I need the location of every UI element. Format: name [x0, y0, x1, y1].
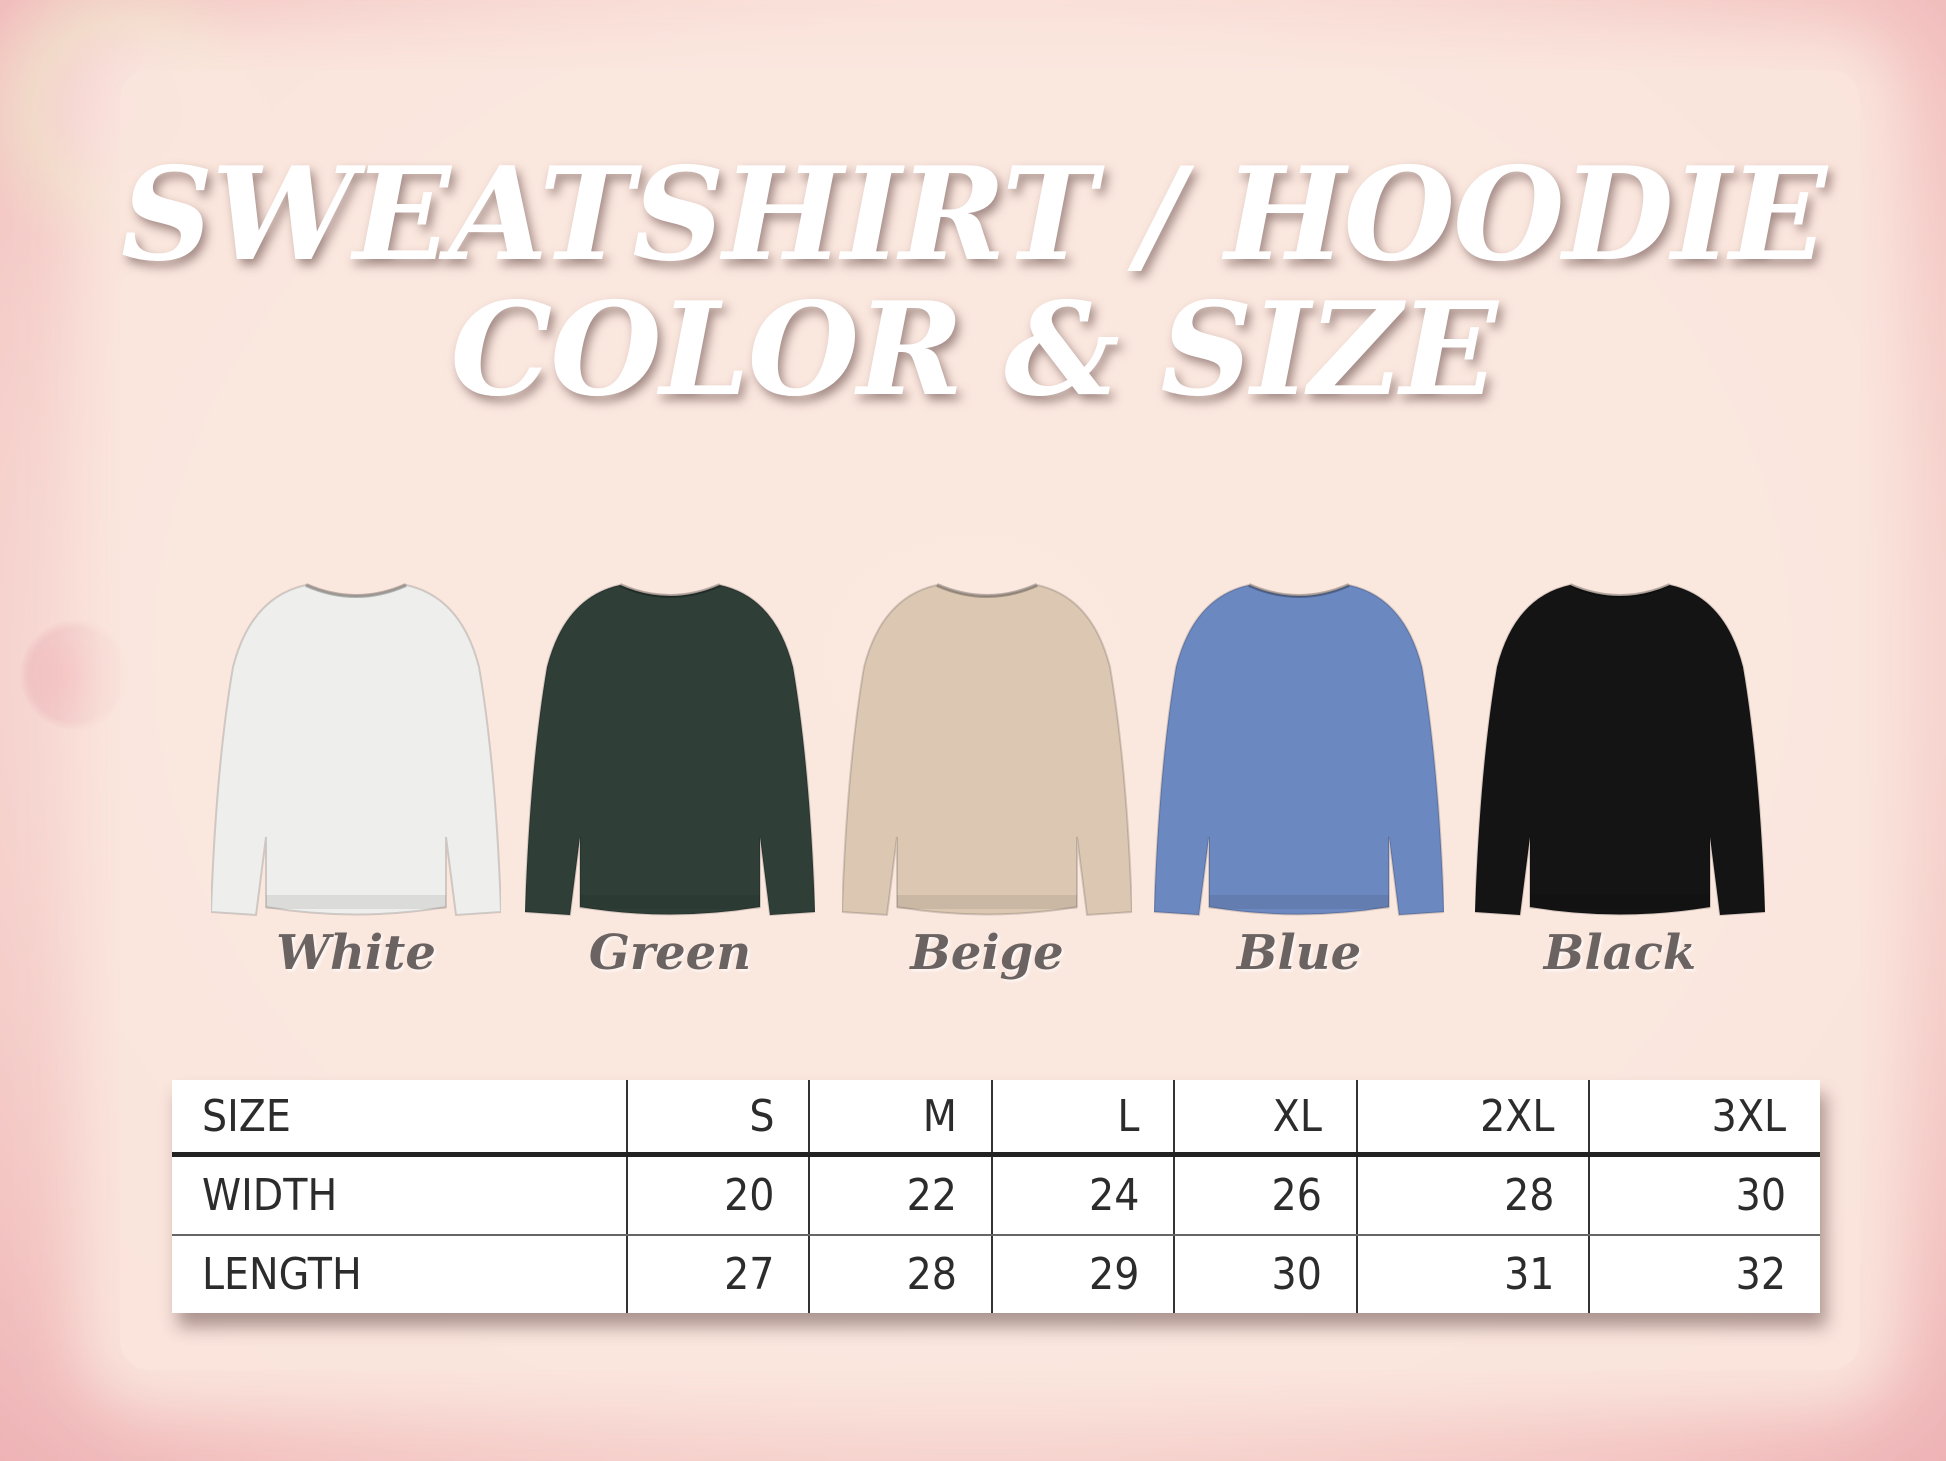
page-title-line2: COLOR & SIZE	[450, 275, 1497, 425]
cell: 29	[990, 1235, 1175, 1313]
header-cell: SIZE	[172, 1080, 627, 1157]
color-label: Beige	[910, 925, 1064, 981]
table-header-row: SIZE S M L XL 2XL 3XL	[172, 1080, 1820, 1157]
page-title-line1: SWEATSHIRT / HOODIE	[120, 140, 1827, 290]
color-label: White	[276, 925, 436, 981]
sweatshirt-image-white	[209, 577, 503, 927]
table-row-width: WIDTH 20 22 24 26 28 30	[172, 1154, 1820, 1236]
background-button-decoration	[20, 620, 130, 730]
color-label: Green	[588, 925, 752, 981]
cell: 26	[1173, 1154, 1357, 1236]
cell: 28	[1355, 1154, 1590, 1236]
sweatshirt-image-black	[1473, 577, 1767, 927]
header-cell: L	[990, 1080, 1175, 1157]
cell: 22	[808, 1154, 992, 1236]
cell: 31	[1355, 1235, 1590, 1313]
cell: 28	[808, 1235, 992, 1313]
header-cell: S	[625, 1080, 810, 1157]
header-cell: 2XL	[1355, 1080, 1590, 1157]
cell: 24	[990, 1154, 1175, 1236]
row-label: WIDTH	[172, 1154, 627, 1236]
cell: 20	[625, 1154, 810, 1236]
header-cell: 3XL	[1588, 1080, 1820, 1157]
size-chart-table: SIZE S M L XL 2XL 3XL WIDTH 20 22 24 26 …	[172, 1080, 1820, 1313]
color-label: Black	[1543, 925, 1697, 981]
sweatshirt-image-beige	[840, 577, 1134, 927]
cell: 30	[1588, 1154, 1820, 1236]
table-row-length: LENGTH 27 28 29 30 31 32	[172, 1235, 1820, 1313]
cell: 32	[1588, 1235, 1820, 1313]
sweatshirt-image-green	[523, 577, 817, 927]
header-cell: M	[808, 1080, 992, 1157]
cell: 27	[625, 1235, 810, 1313]
row-label: LENGTH	[202, 1249, 362, 1300]
cell: 30	[1173, 1235, 1357, 1313]
color-label: Blue	[1236, 925, 1362, 981]
header-cell: XL	[1173, 1080, 1357, 1157]
sweatshirt-image-blue	[1152, 577, 1446, 927]
